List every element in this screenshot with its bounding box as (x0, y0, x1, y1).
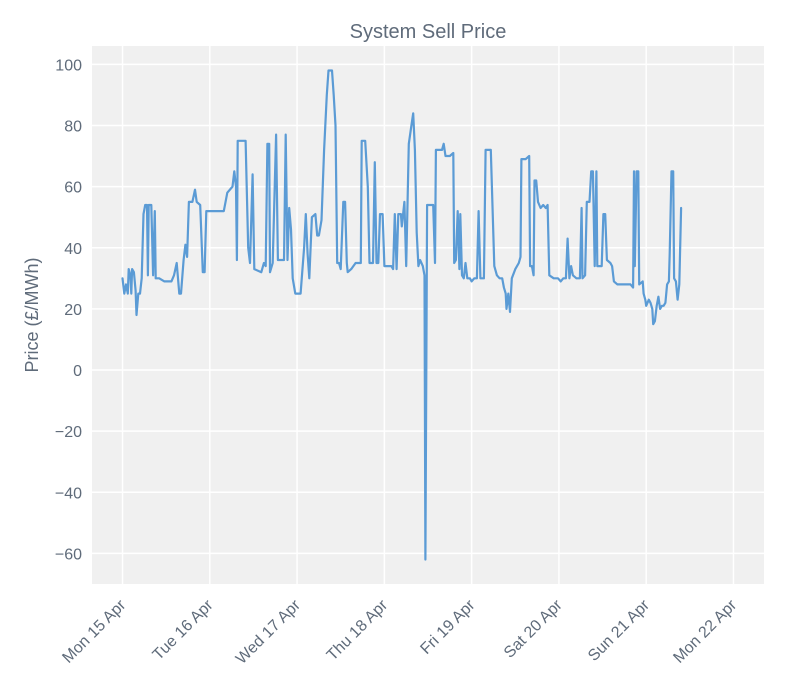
y-tick-label: −40 (55, 485, 82, 502)
series-layer (121, 69, 683, 561)
x-tick-label: Mon 22 Apr (670, 596, 740, 666)
y-tick-label: −60 (55, 546, 82, 563)
x-tick-label: Sat 20 Apr (501, 596, 566, 661)
y-axis-label: Price (£/MWh) (22, 257, 42, 372)
y-tick-labels: −60 −40 −20 0 20 40 60 80 100 (55, 57, 82, 563)
x-tick-labels: Mon 15 Apr Tue 16 Apr Wed 17 Apr Thu 18 Apr… (59, 596, 740, 667)
y-tick-label: 0 (73, 363, 82, 380)
x-tick-label: Fri 19 Apr (417, 596, 479, 658)
gridlines (92, 46, 764, 584)
chart-title: System Sell Price (350, 21, 507, 43)
x-tick-label: Wed 17 Apr (233, 596, 304, 667)
plot-area (92, 46, 764, 584)
y-tick-label: 100 (55, 57, 82, 74)
x-tick-label: Thu 18 Apr (324, 596, 392, 664)
x-tick-label: Mon 15 Apr (59, 596, 129, 666)
y-tick-label: 80 (64, 118, 82, 135)
price-series-line (121, 69, 683, 561)
y-tick-label: 20 (64, 302, 82, 319)
y-tick-label: 60 (64, 180, 82, 197)
x-tick-label: Sun 21 Apr (585, 596, 653, 664)
x-tick-label: Tue 16 Apr (150, 596, 217, 663)
y-tick-label: −20 (55, 424, 82, 441)
y-tick-label: 40 (64, 241, 82, 258)
